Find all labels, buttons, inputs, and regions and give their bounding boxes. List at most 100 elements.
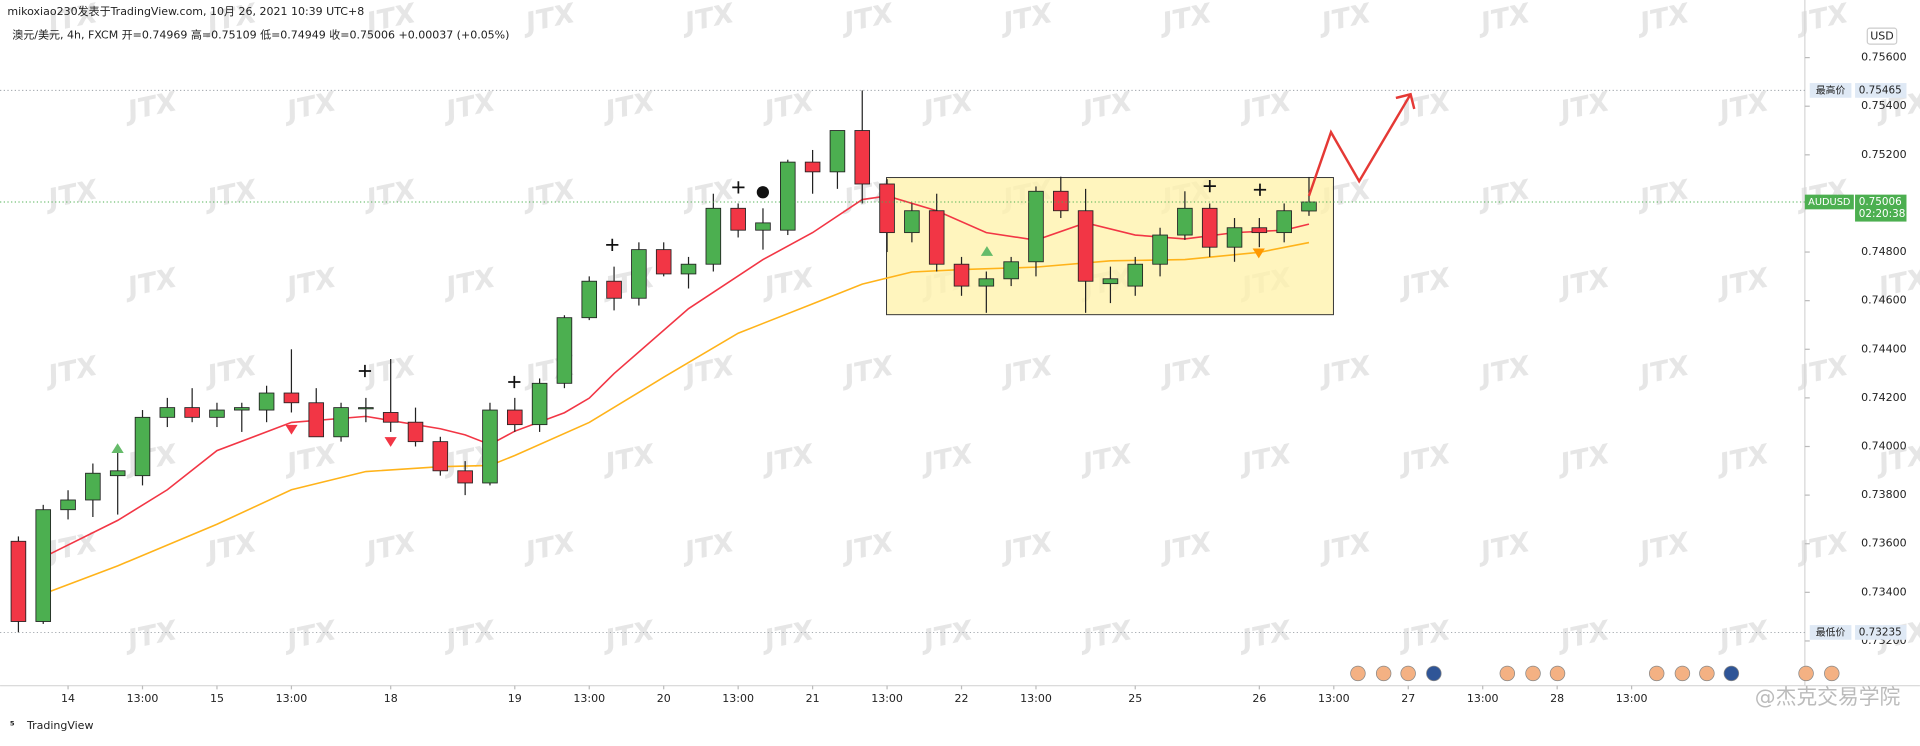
x-tick-label: 13:00 (1616, 692, 1648, 705)
currency-box (1866, 27, 1898, 45)
candle-body (1226, 227, 1243, 248)
candle-body (606, 280, 622, 299)
x-tick-label: 18 (384, 692, 398, 705)
y-tick-label: 0.74200 (1861, 391, 1907, 404)
price-label-name: 最高价 (1816, 83, 1846, 96)
candle-body (234, 407, 250, 411)
x-tick-label: 22 (955, 692, 969, 705)
x-tick-label: 13:00 (573, 692, 605, 705)
y-tick-label: 0.75400 (1861, 99, 1907, 112)
x-tick-label: 13:00 (871, 692, 903, 705)
candle-body (35, 509, 52, 622)
candle-body (1053, 190, 1069, 212)
x-tick-label: 14 (61, 692, 75, 705)
candle-body (209, 409, 225, 418)
candle-body (854, 130, 871, 185)
candle-body (1127, 263, 1144, 287)
candle-body (1201, 207, 1218, 248)
dot-marker (756, 186, 769, 199)
candle-body (953, 263, 970, 287)
y-tick-label: 0.74800 (1861, 245, 1907, 258)
arrow-head (1395, 92, 1416, 110)
price-value-box (1855, 625, 1907, 640)
candle-body (184, 407, 200, 418)
candle-body (1028, 190, 1044, 263)
candle-body (978, 278, 995, 287)
candle-body (581, 280, 598, 319)
candle-body (457, 470, 473, 484)
logo: TradingView (26, 719, 93, 732)
price-label-name: 最低价 (1816, 625, 1846, 638)
sell-marker (1252, 248, 1265, 259)
candle-body (1003, 261, 1019, 280)
x-tick-label: 27 (1401, 692, 1415, 705)
candle-body (283, 392, 300, 404)
plus-markers (358, 179, 1267, 389)
candle-body (159, 407, 176, 418)
candle-body (432, 441, 449, 472)
x-tick-label: 13:00 (276, 692, 308, 705)
price-value-box (1855, 194, 1907, 222)
y-tick-label: 0.75600 (1861, 51, 1907, 64)
candle-body (1276, 210, 1292, 234)
x-tick-label: 13:00 (722, 692, 754, 705)
x-tick-label: 13:00 (1318, 692, 1350, 705)
candle-body (85, 472, 101, 501)
candle-body (482, 409, 498, 484)
candle-body (258, 392, 275, 411)
price-label-box (1809, 625, 1852, 640)
candle-body (680, 263, 697, 275)
signal-markers (358, 179, 1267, 389)
ma-line (42, 241, 1310, 595)
candle-body (407, 421, 424, 443)
candle-body (1077, 210, 1094, 282)
candle-body (1102, 278, 1119, 285)
price-value: 0.73235 (1859, 626, 1902, 638)
candle-body (780, 161, 796, 231)
candle-body (10, 540, 27, 622)
candle-body (1251, 227, 1268, 234)
candle-body (631, 249, 647, 299)
candle-body (804, 161, 821, 173)
publisher: mikoxiao230发表于TradingView.com, 10月 26, 2… (7, 4, 364, 18)
candle-body (829, 130, 846, 173)
candle-body (382, 412, 399, 423)
currency: USD (1870, 30, 1894, 43)
candle-body (308, 402, 325, 438)
candle-body (60, 499, 76, 511)
y-tick-label: 0.74000 (1861, 440, 1907, 453)
candle-body (928, 210, 945, 265)
candle-body (904, 210, 920, 234)
candle-body (1152, 234, 1168, 265)
x-tick-label: 19 (508, 692, 522, 705)
price-label-box (1809, 83, 1852, 98)
candle-body (655, 249, 672, 275)
y-tick-label: 0.73400 (1861, 585, 1907, 598)
candle-body (755, 222, 771, 231)
x-tick-label: 20 (657, 692, 671, 705)
tradingview-logo-mark: ⁵ (10, 719, 15, 732)
y-tick-label: 0.74400 (1861, 342, 1907, 355)
symbol-line: 澳元/美元, 4h, FXCM 开=0.74969 高=0.75109 低=0.… (12, 28, 509, 42)
candle-body (730, 207, 746, 231)
forecast-arrow (1307, 93, 1412, 197)
price-value: 0.75465 (1859, 84, 1902, 96)
price-value: 0.75006 (1859, 196, 1902, 208)
price-label-box (1804, 194, 1854, 210)
y-tick-label: 0.73800 (1861, 488, 1907, 501)
countdown: 02:20:38 (1859, 208, 1906, 220)
x-tick-label: 25 (1128, 692, 1142, 705)
plot (10, 90, 1317, 633)
price-value-box (1855, 83, 1907, 98)
candle-body (358, 407, 374, 410)
x-tick-label: 21 (806, 692, 820, 705)
candle-body (556, 317, 573, 384)
event-icons (1350, 665, 1840, 682)
y-tick-label: 0.73600 (1861, 537, 1907, 550)
candle-body (134, 416, 151, 477)
x-tick-label: 15 (210, 692, 224, 705)
y-tick-label: 0.75200 (1861, 148, 1907, 161)
candle-body (333, 407, 349, 438)
